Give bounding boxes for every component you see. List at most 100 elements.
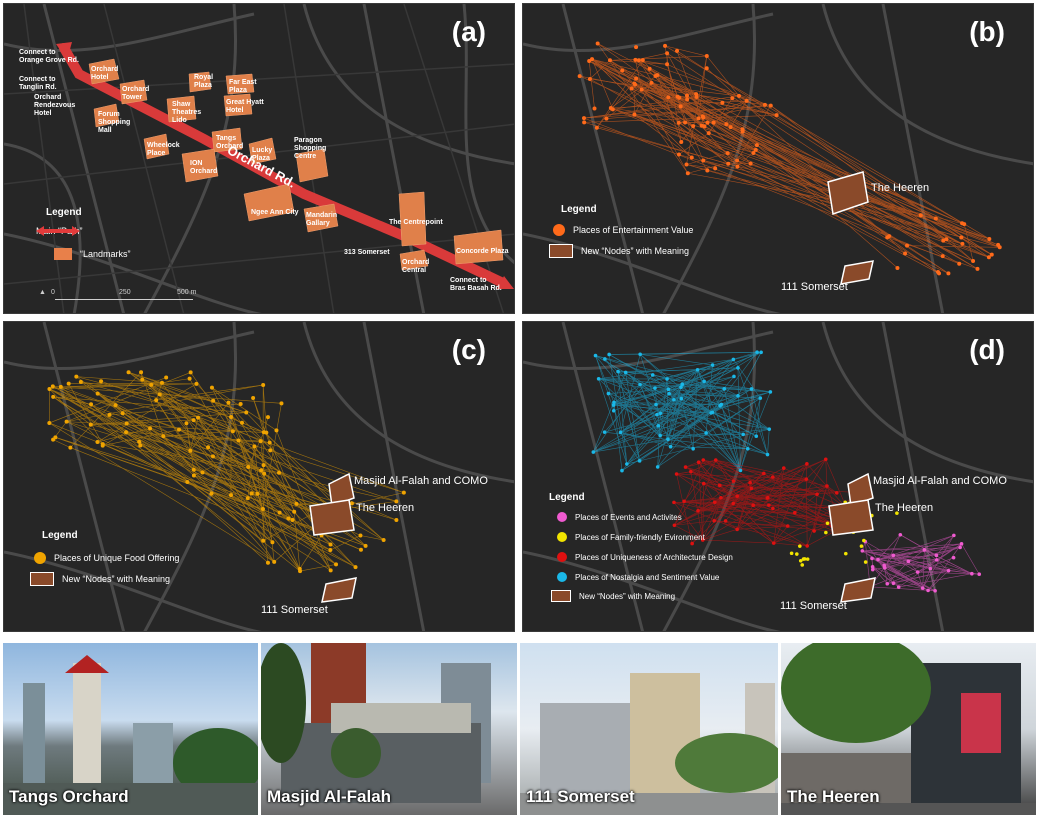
- network-link: [724, 388, 739, 397]
- place-dot: [815, 492, 819, 496]
- place-dot: [277, 510, 282, 515]
- place-dot: [334, 562, 339, 567]
- place-dot: [885, 235, 890, 240]
- network-link: [733, 478, 807, 482]
- network-link: [711, 388, 752, 414]
- network-link: [740, 448, 749, 471]
- network-link: [608, 354, 628, 465]
- network-link: [674, 520, 715, 526]
- network-link: [698, 461, 818, 495]
- network-link: [155, 382, 163, 401]
- node-masjid-como: [328, 472, 355, 508]
- network-link: [870, 586, 936, 592]
- legend-title: Legend: [46, 207, 82, 218]
- place-dot: [211, 398, 216, 403]
- network-link: [631, 88, 699, 119]
- place-dot: [771, 541, 776, 545]
- network-link: [60, 382, 162, 388]
- network-link: [178, 429, 397, 521]
- network-link: [794, 485, 828, 513]
- place-dot: [751, 150, 756, 155]
- place-dot: [798, 558, 803, 563]
- map-network-entertainment: [523, 4, 1033, 313]
- place-dot: [843, 551, 848, 556]
- place-dot: [88, 422, 93, 427]
- scale-label: 0: [51, 289, 55, 296]
- network-link: [634, 83, 965, 225]
- place-dot: [620, 68, 625, 73]
- node-swatch: [30, 572, 54, 586]
- network-link: [593, 388, 725, 453]
- place-dot: [191, 467, 196, 472]
- place-dot: [665, 377, 669, 381]
- place-dot: [885, 581, 890, 586]
- place-dot: [655, 73, 660, 78]
- place-dot: [701, 481, 706, 486]
- place-dot: [672, 523, 677, 528]
- place-dot: [713, 458, 718, 462]
- place-dot: [710, 410, 715, 415]
- place-dot: [260, 507, 265, 512]
- network-link: [163, 430, 233, 437]
- place-dot: [587, 58, 592, 63]
- network-link: [679, 97, 965, 225]
- landmark-label: Royal Plaza: [194, 74, 214, 89]
- network-link: [656, 387, 682, 415]
- network-link: [155, 399, 191, 451]
- network-link: [156, 384, 264, 401]
- legend-label: Places of Events and Activites: [575, 512, 682, 522]
- place-dot: [228, 493, 233, 498]
- network-link: [90, 424, 280, 474]
- network-link: [296, 503, 356, 568]
- network-link: [676, 50, 705, 127]
- legend-label: “Landmarks”: [80, 249, 131, 259]
- network-link: [697, 482, 751, 512]
- network-link: [591, 58, 963, 245]
- photo-masjid-al-falah: Masjid Al-Falah: [261, 643, 517, 815]
- network-link: [753, 152, 939, 273]
- place-dot: [971, 258, 976, 263]
- place-dot: [941, 238, 946, 243]
- network-link: [719, 485, 862, 493]
- place-dot: [986, 255, 991, 260]
- place-dot: [736, 366, 740, 370]
- network-link: [584, 118, 699, 123]
- network-link: [652, 374, 712, 414]
- network-link: [655, 75, 963, 245]
- network-link: [887, 237, 978, 270]
- place-dot: [933, 588, 937, 593]
- photo-illustration: [3, 655, 258, 815]
- legend-label: Places of Uniqueness of Architecture Des…: [575, 552, 733, 562]
- landmark-swatch: [54, 248, 72, 260]
- network-link: [893, 549, 925, 556]
- place-dot: [933, 216, 938, 221]
- network-link: [698, 114, 777, 119]
- node-swatch: [551, 590, 571, 602]
- network-link: [598, 378, 628, 465]
- network-link: [360, 535, 384, 541]
- network-link: [625, 372, 640, 461]
- network-link: [698, 462, 774, 544]
- network-link: [773, 542, 808, 547]
- network-link: [159, 394, 301, 572]
- network-link: [657, 397, 761, 468]
- place-dot: [903, 251, 908, 256]
- network-link: [66, 372, 191, 422]
- place-dot: [272, 559, 277, 564]
- landmark-label: Orchard Rendezvous Hotel: [34, 94, 76, 117]
- place-dot: [761, 471, 766, 476]
- network-link: [613, 402, 658, 415]
- place-dot: [290, 518, 295, 523]
- place-dot: [675, 94, 680, 99]
- place-dot: [683, 120, 688, 125]
- network-link: [583, 95, 740, 119]
- place-dot: [898, 532, 903, 537]
- network-link: [767, 429, 770, 455]
- network-link: [703, 483, 808, 547]
- network-link: [884, 534, 901, 568]
- photo-111-somerset: 111 Somerset: [520, 643, 778, 815]
- place-dot: [717, 483, 722, 488]
- network-link: [654, 384, 683, 389]
- network-link: [163, 435, 270, 443]
- place-dot: [905, 243, 910, 248]
